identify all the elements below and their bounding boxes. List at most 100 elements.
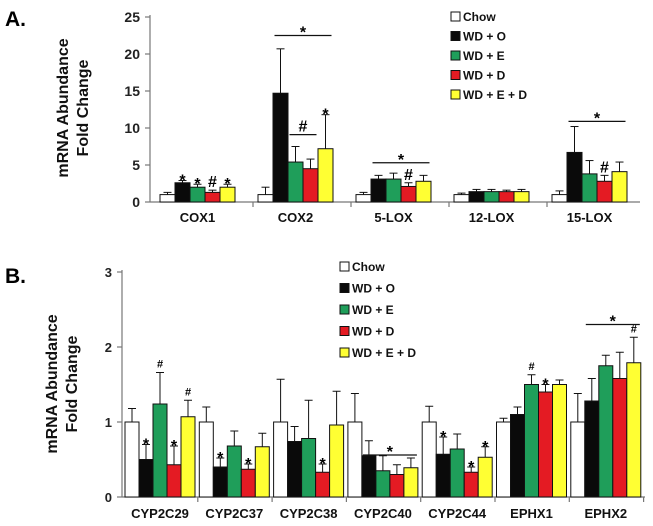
bar-chow (257, 194, 274, 203)
y-axis-label-line2: Fold Change (75, 59, 92, 156)
bar-wd-d (400, 185, 417, 203)
x-category-label: CYP2C29 (131, 506, 189, 521)
legend-swatch (339, 326, 350, 336)
bar-wd-e (524, 384, 539, 498)
y-tick-label: 5 (132, 157, 140, 173)
bar-chow (355, 194, 372, 203)
bar-wd-d (315, 471, 331, 498)
x-category-label: CYP2C40 (354, 506, 412, 521)
bar-wd-e (375, 470, 391, 498)
legend-label: WD + E + D (352, 346, 416, 360)
significance-marker: # (600, 159, 609, 176)
significance-marker: * (245, 456, 252, 473)
significance-marker: * (217, 450, 224, 467)
legend-swatch (450, 31, 461, 41)
bar-chow (570, 421, 586, 498)
bar-wd-d (596, 180, 613, 203)
bar-wd-e-d (180, 416, 196, 498)
significance-marker: * (594, 110, 601, 127)
bar-wd-e-d (219, 186, 236, 203)
significance-marker: * (387, 444, 394, 461)
legend-label: WD + E + D (463, 88, 527, 102)
bar-wd-o (370, 178, 387, 203)
bar-wd-e (226, 445, 242, 498)
bar-wd-e-d (611, 171, 628, 203)
significance-marker: * (398, 152, 405, 169)
legend-label: WD + O (463, 30, 506, 44)
legend-swatch (450, 89, 461, 100)
significance-marker: * (179, 173, 186, 190)
bar-chow (453, 194, 470, 203)
legend-swatch (339, 283, 350, 293)
y-tick-label: 15 (124, 83, 140, 99)
significance-marker: * (542, 377, 549, 394)
y-axis-label-line1: mRNA Abundance (55, 38, 72, 177)
legend-label: Chow (352, 260, 385, 274)
legend-label: WD + O (352, 282, 395, 296)
significance-marker: * (224, 176, 231, 193)
significance-marker: * (440, 429, 447, 446)
bar-chow (198, 421, 214, 498)
panel-label: A. (5, 8, 26, 31)
legend-label: WD + D (463, 69, 506, 83)
significance-marker: * (171, 438, 178, 455)
panel-b-chart: B. mRNA Abundance Fold Change 0 1 2 3 CYP2C29 CY… (5, 260, 645, 521)
legend-label: Chow (463, 10, 496, 24)
significance-marker: * (143, 437, 150, 454)
bar-chow (551, 194, 568, 203)
significance-marker: * (322, 107, 329, 124)
legend-swatch (339, 261, 350, 272)
bar-chow (496, 421, 511, 498)
bar-wd-e (598, 365, 614, 498)
significance-marker: # (528, 361, 534, 373)
x-category-label: 5-LOX (374, 210, 413, 225)
bar-wd-d (538, 391, 553, 498)
significance-marker: * (194, 176, 201, 193)
bar-wd-d (612, 378, 628, 498)
bar-chow (124, 421, 140, 498)
legend-label: WD + D (352, 325, 395, 339)
bar-wd-d (240, 468, 256, 498)
bar-wd-e-d (513, 191, 530, 203)
bar-wd-o (566, 151, 583, 203)
x-category-label: EPHX1 (510, 506, 553, 521)
legend-swatch (450, 70, 461, 80)
significance-marker: * (610, 314, 617, 331)
significance-marker: # (299, 119, 308, 136)
bar-wd-e (449, 448, 465, 498)
y-tick-label: 0 (132, 194, 140, 210)
y-tick-label: 0 (105, 490, 112, 505)
significance-marker: # (157, 359, 163, 371)
panel-label: B. (5, 265, 26, 288)
bar-wd-e-d (403, 467, 419, 498)
y-tick-label: 25 (124, 9, 140, 25)
bar-wd-e-d (329, 424, 345, 498)
y-axis-label-line1: mRNA Abundance (44, 314, 61, 453)
bar-wd-e-d (317, 148, 334, 203)
bar-wd-d (302, 168, 319, 203)
legend-swatch (339, 304, 350, 315)
x-category-label: CYP2C38 (280, 506, 338, 521)
bar-wd-e (385, 178, 402, 203)
bar-wd-e (483, 191, 500, 203)
x-category-label: COX2 (278, 210, 313, 225)
bar-wd-o (287, 441, 303, 498)
x-category-label: CYP2C37 (205, 506, 263, 521)
legend-swatch (450, 50, 461, 61)
bar-wd-e (581, 173, 598, 203)
bar-wd-o (510, 414, 525, 498)
significance-marker: * (468, 459, 475, 476)
y-tick-label: 10 (124, 120, 140, 136)
significance-marker: * (300, 25, 307, 42)
significance-marker: # (631, 323, 637, 335)
bar-wd-o (361, 455, 377, 498)
bar-wd-e-d (415, 180, 432, 203)
significance-marker: * (319, 456, 326, 473)
legend-label: WD + E (352, 303, 394, 317)
significance-marker: # (185, 386, 191, 398)
bar-wd-o (212, 466, 228, 498)
bar-chow (273, 421, 289, 498)
bar-wd-o (272, 92, 289, 203)
x-category-label: 12-LOX (469, 210, 515, 225)
